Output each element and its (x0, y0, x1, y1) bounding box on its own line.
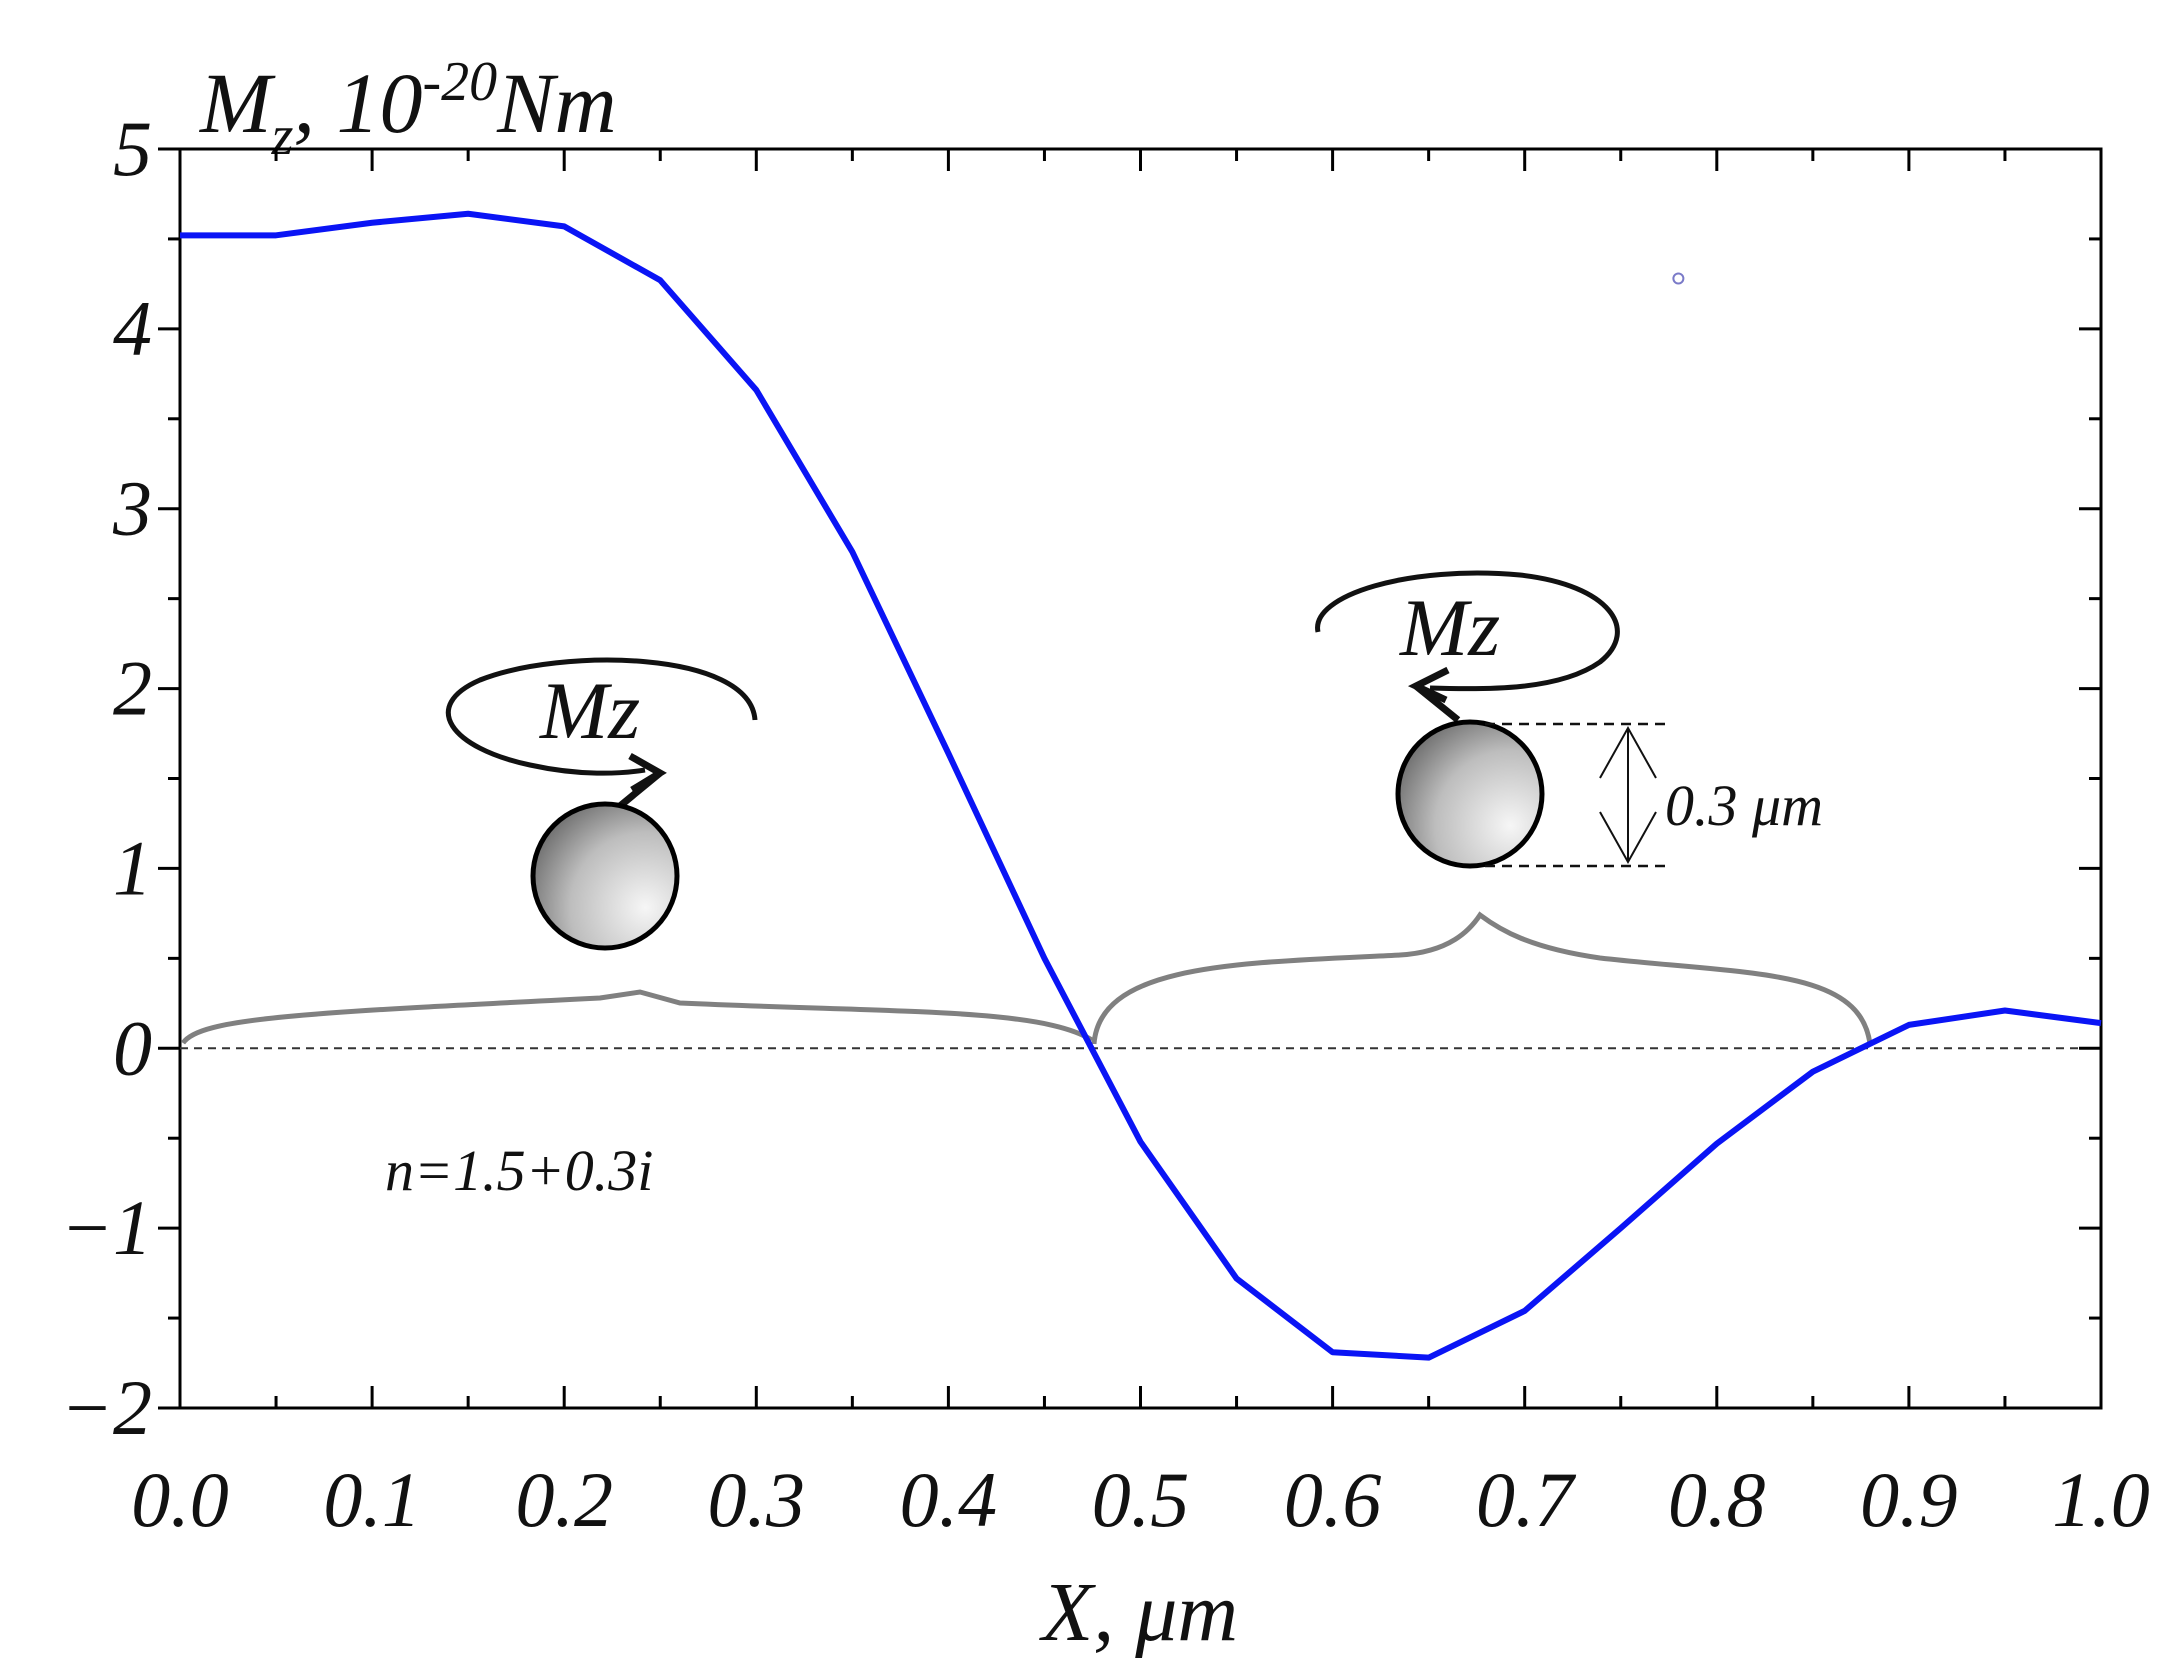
left-brace (180, 989, 1094, 1045)
y-tick-label: −1 (60, 1184, 152, 1271)
y-axis-title: Mz, 10-20Nm (198, 51, 617, 167)
y-tick-label: −2 (60, 1364, 152, 1451)
right-torque-label: Mz (1399, 582, 1500, 673)
stray-marker (1672, 272, 1685, 285)
x-tick-label: 0.4 (900, 1456, 998, 1543)
y-tick-label: 5 (113, 105, 152, 192)
x-tick-label: 0.9 (1860, 1456, 1958, 1543)
series-layer (180, 210, 2102, 1361)
y-tick-label: 4 (113, 285, 152, 372)
x-tick-label: 0.3 (708, 1456, 806, 1543)
left-torque-loop (446, 657, 758, 776)
x-tick-label: 0.7 (1476, 1456, 1577, 1543)
x-axis-title: X, μm (1039, 1566, 1238, 1658)
y-tick-label: 2 (113, 645, 152, 732)
x-tick-label: 1.0 (2052, 1456, 2150, 1543)
x-tick-label: 0.5 (1092, 1456, 1190, 1543)
right-particle (1395, 719, 1545, 869)
left-particle (530, 801, 680, 951)
y-tick-label: 1 (113, 824, 152, 911)
series-line-Mz (180, 210, 2102, 1361)
right-brace (1091, 911, 1873, 1045)
x-tick-label: 0.2 (515, 1456, 613, 1543)
y-axis-ticks: −2 −1 0 1 2 3 4 5 (60, 105, 2101, 1451)
y-tick-label: 0 (113, 1004, 152, 1091)
diameter-arrow-bottom-icon (1599, 811, 1657, 865)
diameter-label: 0.3 μm (1665, 773, 1823, 838)
right-torque-stem (1413, 683, 1461, 723)
x-tick-label: 0.1 (323, 1456, 421, 1543)
refractive-index-label: n=1.5+0.3i (385, 1138, 653, 1203)
diameter-arrow-top-icon (1599, 725, 1657, 779)
marker-layer (1672, 272, 1685, 285)
x-tick-label: 0.6 (1284, 1456, 1382, 1543)
x-tick-label: 0.8 (1668, 1456, 1766, 1543)
left-torque-stem (617, 770, 663, 809)
x-axis-ticks: 0.0 0.1 0.2 0.3 0.4 0.5 0.6 0.7 0.8 0.9 1.0 (131, 149, 2150, 1543)
left-torque-label: Mz (539, 665, 640, 756)
right-torque-loop (1315, 570, 1620, 692)
x-tick-label: 0.0 (131, 1456, 229, 1543)
y-tick-label: 3 (112, 465, 152, 552)
